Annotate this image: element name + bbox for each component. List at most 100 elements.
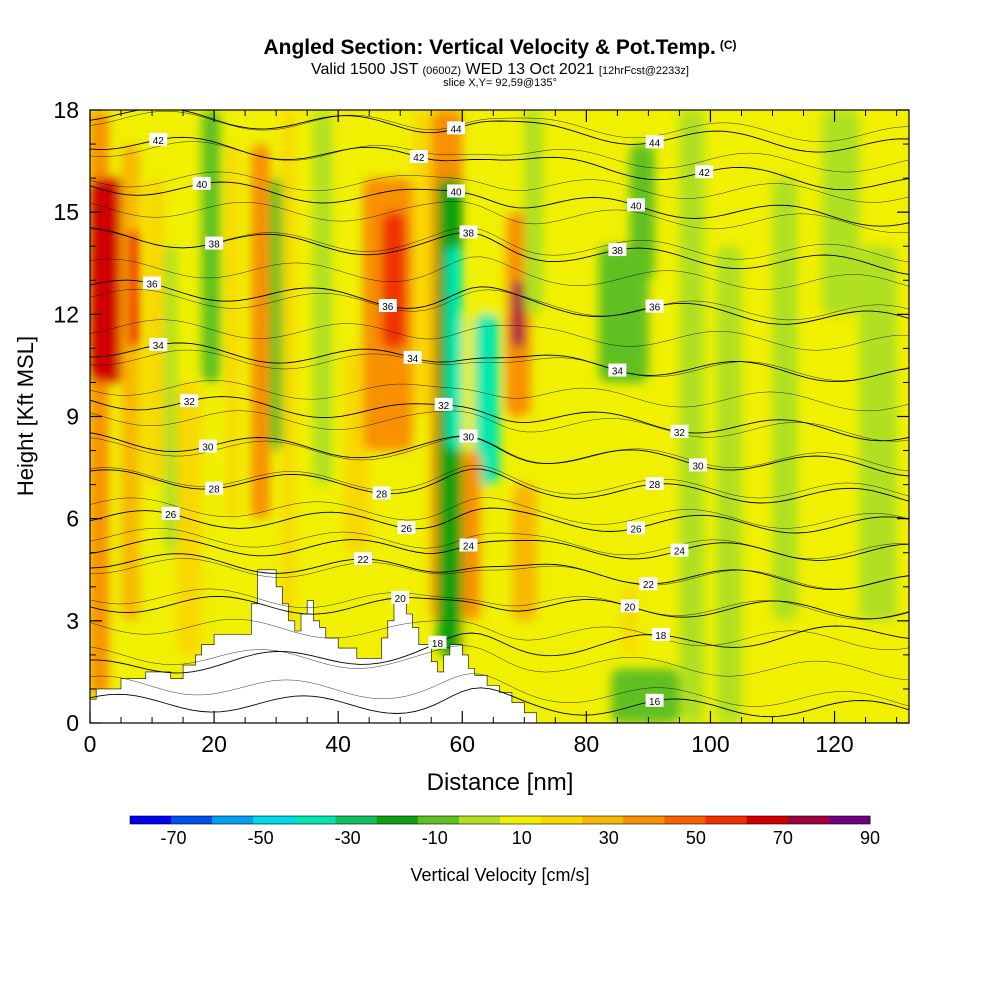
colorbar-tick-label: -30 xyxy=(335,828,361,848)
contour-label-bg xyxy=(205,481,224,495)
contour-line-24 xyxy=(90,537,909,561)
contour-label-text: 36 xyxy=(382,302,394,313)
contour-label-26: 26 xyxy=(161,506,180,521)
contour-minor-10 xyxy=(90,380,909,412)
contour-label-bg xyxy=(391,590,410,604)
contour-minor-9 xyxy=(90,410,909,442)
velocity-cell-34 xyxy=(822,110,860,315)
contour-label-bg xyxy=(459,538,478,552)
contour-label-text: 30 xyxy=(692,461,704,472)
velocity-cell-30 xyxy=(623,586,636,655)
contour-label-text: 24 xyxy=(674,547,686,558)
contour-label-bg xyxy=(143,276,162,290)
velocity-cell-12 xyxy=(313,110,332,485)
contour-label-28: 28 xyxy=(205,481,224,496)
contour-label-bg xyxy=(354,552,372,566)
contour-label-24: 24 xyxy=(459,538,478,552)
contour-label-34: 34 xyxy=(403,350,422,365)
subtitle-valid: Valid 1500 JST xyxy=(311,61,419,78)
contour-label-22: 22 xyxy=(639,577,658,591)
contour-line-30 xyxy=(90,432,909,477)
velocity-cell-36 xyxy=(611,668,680,723)
contour-line-18 xyxy=(90,625,909,674)
y-tick-label: 18 xyxy=(53,97,79,123)
contour-line-40 xyxy=(90,181,909,227)
contour-line-32 xyxy=(90,396,909,442)
contour-label-bg xyxy=(161,506,180,520)
contour-label-bg xyxy=(192,176,211,190)
contour-label-bg xyxy=(409,149,428,163)
colorbar-swatch-14 xyxy=(705,816,748,824)
contour-minor-4 xyxy=(90,558,909,590)
subtitle-date: WED 13 Oct 2021 xyxy=(465,61,595,78)
contour-label-38: 38 xyxy=(205,236,224,251)
contour-label-bg xyxy=(651,627,670,641)
contour-minor-0 xyxy=(90,673,909,707)
colorbar-swatch-10 xyxy=(541,816,583,824)
contour-label-bg xyxy=(149,337,168,351)
velocity-cell-15 xyxy=(381,212,407,349)
contour-label-bg xyxy=(447,121,466,135)
y-axis-label: Height [Kft MSL] xyxy=(13,336,38,496)
velocity-cell-3 xyxy=(127,229,140,349)
chart-title: Angled Section: Vertical Velocity & Pot.… xyxy=(0,36,1000,60)
contour-label-bg xyxy=(447,184,466,198)
contour-label-32: 32 xyxy=(180,394,199,408)
contour-label-38: 38 xyxy=(459,225,478,239)
x-tick-label: 100 xyxy=(691,731,729,757)
contour-label-40: 40 xyxy=(192,176,211,191)
contour-minor-3 xyxy=(90,588,909,620)
contour-label-text: 30 xyxy=(202,443,214,454)
colorbar-swatch-0 xyxy=(130,816,172,824)
contour-label-bg xyxy=(378,299,397,313)
colorbar-swatch-12 xyxy=(623,816,665,824)
x-tick-label: 0 xyxy=(84,731,97,757)
contour-label-text: 34 xyxy=(407,354,419,365)
contour-label-32: 32 xyxy=(670,424,689,439)
contour-label-bg xyxy=(695,165,714,179)
chart-title-suffix: (C) xyxy=(719,38,737,52)
x-tick-label: 20 xyxy=(201,731,227,757)
contour-label-text: 22 xyxy=(643,580,655,591)
contour-label-bg xyxy=(620,599,639,613)
colorbar-swatch-17 xyxy=(828,816,871,824)
contour-label-text: 42 xyxy=(153,136,165,147)
contour-label-bg xyxy=(428,635,447,649)
contour-minor-13 xyxy=(90,289,909,321)
colorbar-tick-label: 10 xyxy=(512,828,532,848)
velocity-cell-22 xyxy=(462,450,481,621)
contour-label-text: 16 xyxy=(649,697,661,708)
contour-minor-2 xyxy=(90,619,909,650)
contour-label-text: 28 xyxy=(209,485,221,496)
contour-label-text: 40 xyxy=(451,187,463,198)
contour-minor-16 xyxy=(90,201,909,234)
contour-label-30: 30 xyxy=(198,439,217,454)
contour-label-bg xyxy=(180,394,199,408)
contour-line-42 xyxy=(90,136,909,191)
colorbar-swatch-16 xyxy=(787,816,830,824)
contour-label-text: 20 xyxy=(624,602,636,613)
contour-label-text: 18 xyxy=(432,639,444,650)
contour-label-34: 34 xyxy=(149,337,168,352)
contour-line-22 xyxy=(90,553,909,591)
velocity-cell-27 xyxy=(524,110,543,315)
contour-label-text: 42 xyxy=(413,153,425,164)
colorbar-tick-label: 90 xyxy=(860,828,880,848)
y-tick-label: 6 xyxy=(66,506,79,532)
contour-label-44: 44 xyxy=(645,135,664,149)
contour-label-bg xyxy=(670,543,689,557)
velocity-cell-33 xyxy=(772,178,798,621)
colorbar-swatch-13 xyxy=(664,816,707,824)
colorbar-swatch-3 xyxy=(253,816,295,824)
contour-minor-18 xyxy=(90,141,909,173)
contour-minor-15 xyxy=(90,227,909,263)
contour-line-36 xyxy=(90,279,909,325)
contour-label-text: 32 xyxy=(438,401,450,412)
contour-label-bg xyxy=(645,477,664,491)
contour-label-18: 18 xyxy=(428,635,447,650)
contour-minor-17 xyxy=(90,171,909,203)
contour-label-38: 38 xyxy=(608,243,627,257)
contour-label-bg xyxy=(459,225,478,239)
contour-label-text: 26 xyxy=(401,524,413,535)
